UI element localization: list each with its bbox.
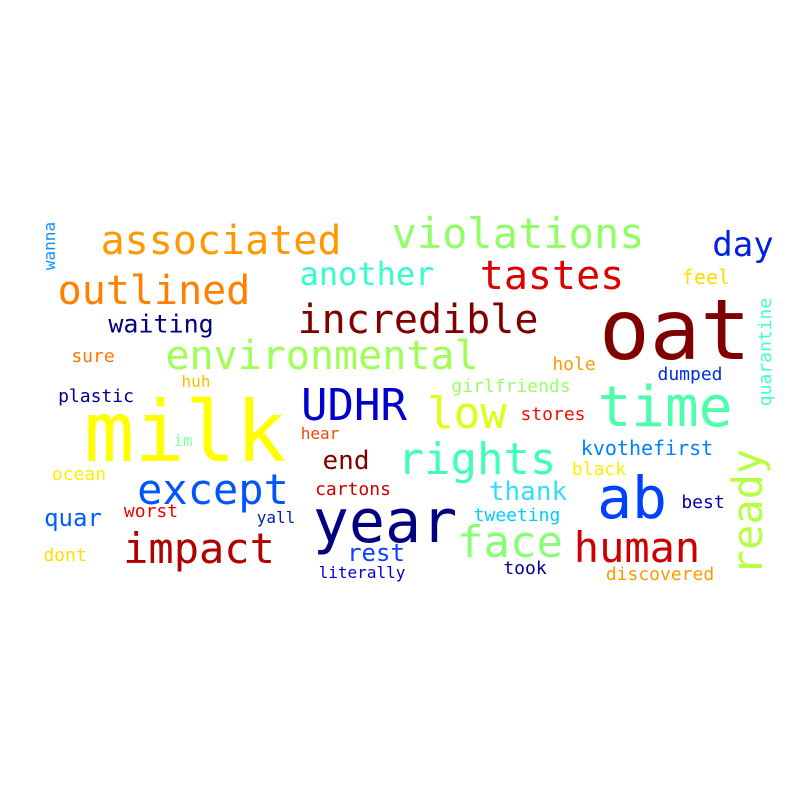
- word-day: day: [712, 225, 774, 265]
- word-plastic: plastic: [58, 386, 134, 407]
- word-dumped: dumped: [657, 364, 723, 385]
- word-violations: violations: [391, 209, 645, 258]
- word-incredible: incredible: [297, 297, 539, 343]
- word-associated: associated: [100, 218, 342, 264]
- word-worst: worst: [123, 501, 179, 522]
- word-hear: hear: [300, 424, 340, 443]
- word-rights: rights: [397, 434, 557, 485]
- word-tweeting: tweeting: [473, 505, 561, 526]
- word-kvothefirst: kvothefirst: [580, 436, 714, 460]
- word-environmental: environmental: [165, 333, 479, 379]
- word-face: face: [457, 517, 563, 568]
- word-yall: yall: [256, 508, 296, 527]
- word-im: im: [173, 431, 193, 450]
- word-ready: ready: [723, 448, 772, 576]
- word-hole: hole: [552, 354, 596, 375]
- word-end: end: [322, 446, 370, 476]
- word-sure: sure: [71, 346, 115, 367]
- word-ab: ab: [597, 464, 667, 532]
- word-literally: literally: [318, 563, 406, 582]
- word-stores: stores: [520, 404, 586, 425]
- word-quar: quar: [44, 504, 102, 532]
- word-except: except: [137, 465, 289, 514]
- word-tastes: tastes: [479, 253, 625, 299]
- word-cartons: cartons: [315, 479, 391, 500]
- word-another: another: [299, 255, 435, 293]
- word-udhr: UDHR: [301, 380, 407, 431]
- word-black: black: [571, 459, 627, 480]
- word-quarantine: quarantine: [755, 297, 776, 407]
- word-feel: feel: [681, 265, 731, 289]
- word-oat: oat: [599, 281, 751, 379]
- word-human: human: [573, 523, 701, 572]
- word-time: time: [597, 375, 733, 440]
- word-dont: dont: [43, 545, 87, 566]
- word-impact: impact: [123, 524, 275, 573]
- word-waiting: waiting: [108, 309, 214, 339]
- word-year: year: [312, 487, 458, 557]
- word-girlfriends: girlfriends: [451, 376, 571, 397]
- word-low: low: [427, 388, 507, 439]
- word-ocean: ocean: [51, 464, 107, 485]
- word-outlined: outlined: [57, 268, 251, 314]
- word-rest: rest: [347, 539, 405, 567]
- word-best: best: [681, 492, 725, 513]
- word-took: took: [503, 558, 547, 579]
- word-discovered: discovered: [605, 564, 715, 585]
- word-milk: milk: [83, 383, 287, 481]
- word-wanna: wanna: [40, 221, 59, 271]
- word-huh: huh: [181, 372, 211, 391]
- word-thank: thank: [488, 477, 568, 507]
